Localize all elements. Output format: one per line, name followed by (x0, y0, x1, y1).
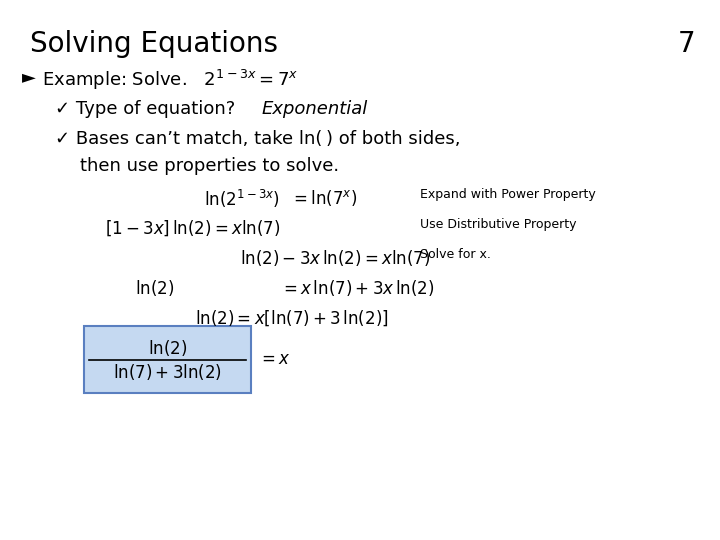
Text: $\mathrm{ln}(2) = x[\mathrm{ln}(7) + 3\,\mathrm{ln}(2)]$: $\mathrm{ln}(2) = x[\mathrm{ln}(7) + 3\,… (195, 308, 389, 328)
Text: 7: 7 (678, 30, 695, 58)
Text: $= x\,\mathrm{ln}(7) + 3x\,\mathrm{ln}(2)$: $= x\,\mathrm{ln}(7) + 3x\,\mathrm{ln}(2… (280, 278, 434, 298)
Text: Solve for x.: Solve for x. (420, 248, 491, 261)
Text: $= x$: $= x$ (258, 350, 290, 368)
Text: ✓ Bases can’t match, take ln( ) of both sides,: ✓ Bases can’t match, take ln( ) of both … (55, 130, 461, 148)
Text: $\mathrm{ln}(7) + 3\mathrm{ln}(2)$: $\mathrm{ln}(7) + 3\mathrm{ln}(2)$ (113, 361, 222, 381)
Text: Exponential: Exponential (262, 100, 368, 118)
Text: $\mathrm{ln}(2)$: $\mathrm{ln}(2)$ (135, 278, 174, 298)
Text: Solving Equations: Solving Equations (30, 30, 278, 58)
Text: Example: Solve.   $2^{1-3x} = 7^x$: Example: Solve. $2^{1-3x} = 7^x$ (42, 68, 298, 92)
Text: $\mathrm{ln}(2) - 3x\,\mathrm{ln}(2) = x\mathrm{ln}(7)$: $\mathrm{ln}(2) - 3x\,\mathrm{ln}(2) = x… (240, 248, 431, 268)
Text: $= \mathrm{ln}(7^x)$: $= \mathrm{ln}(7^x)$ (290, 188, 357, 208)
Text: ✓ Type of equation?: ✓ Type of equation? (55, 100, 235, 118)
Text: $\mathrm{ln}(2)$: $\mathrm{ln}(2)$ (148, 338, 187, 357)
Text: $\mathrm{ln}(2^{1-3x})$: $\mathrm{ln}(2^{1-3x})$ (204, 188, 280, 210)
Text: $[1-3x]\,\mathrm{ln}(2) = x\mathrm{ln}(7)$: $[1-3x]\,\mathrm{ln}(2) = x\mathrm{ln}(7… (104, 218, 280, 238)
Text: ►: ► (22, 68, 36, 86)
Text: then use properties to solve.: then use properties to solve. (80, 157, 339, 175)
Text: Use Distributive Property: Use Distributive Property (420, 218, 577, 231)
Text: Expand with Power Property: Expand with Power Property (420, 188, 595, 201)
FancyBboxPatch shape (84, 326, 251, 393)
